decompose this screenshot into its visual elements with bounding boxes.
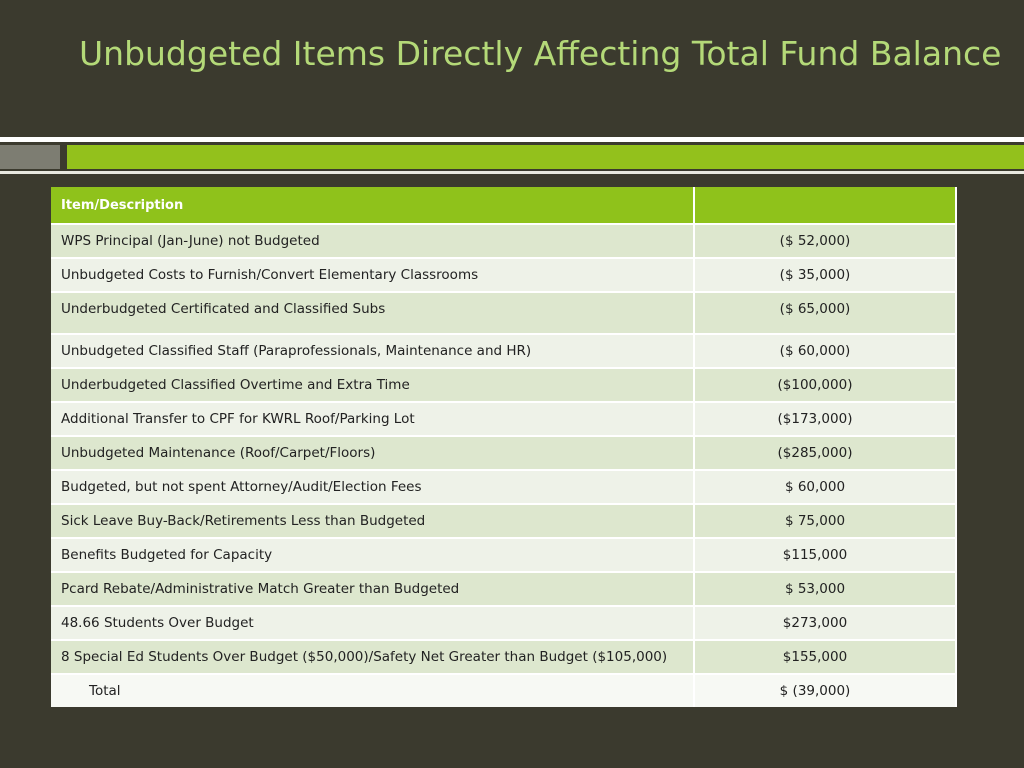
row-description: Additional Transfer to CPF for KWRL Roof… — [51, 401, 695, 436]
row-amount: $ 75,000 — [694, 503, 957, 538]
row-amount: ($173,000) — [694, 401, 957, 436]
table-header-row: Item/Description — [51, 187, 957, 224]
table-row: Unbudgeted Classified Staff (Paraprofess… — [51, 333, 957, 368]
table-row: Underbudgeted Classified Overtime and Ex… — [51, 367, 957, 402]
row-amount: $273,000 — [694, 605, 957, 640]
slide-title: Unbudgeted Items Directly Affecting Tota… — [79, 34, 1002, 73]
header-amount — [694, 187, 957, 224]
row-description: Underbudgeted Certificated and Classifie… — [51, 291, 695, 334]
row-amount: ($ 52,000) — [694, 223, 957, 258]
table-total-row: Total $ (39,000) — [51, 673, 957, 707]
accent-bar-green — [67, 145, 1024, 169]
table-row: 8 Special Ed Students Over Budget ($50,0… — [51, 639, 957, 674]
row-description: 48.66 Students Over Budget — [51, 605, 695, 640]
table-row: Underbudgeted Certificated and Classifie… — [51, 291, 957, 334]
table-row: Unbudgeted Costs to Furnish/Convert Elem… — [51, 257, 957, 292]
total-label: Total — [51, 673, 695, 707]
row-amount: $115,000 — [694, 537, 957, 572]
row-description: Benefits Budgeted for Capacity — [51, 537, 695, 572]
row-amount: $ 60,000 — [694, 469, 957, 504]
row-amount: $155,000 — [694, 639, 957, 674]
row-description: Underbudgeted Classified Overtime and Ex… — [51, 367, 695, 402]
row-description: Pcard Rebate/Administrative Match Greate… — [51, 571, 695, 606]
row-description: Unbudgeted Costs to Furnish/Convert Elem… — [51, 257, 695, 292]
table-row: WPS Principal (Jan-June) not Budgeted ($… — [51, 223, 957, 258]
row-amount: ($ 65,000) — [694, 291, 957, 334]
table-row: 48.66 Students Over Budget $273,000 — [51, 605, 957, 640]
table-row: Unbudgeted Maintenance (Roof/Carpet/Floo… — [51, 435, 957, 470]
table-row: Pcard Rebate/Administrative Match Greate… — [51, 571, 957, 606]
table-row: Budgeted, but not spent Attorney/Audit/E… — [51, 469, 957, 504]
row-description: Unbudgeted Classified Staff (Paraprofess… — [51, 333, 695, 368]
row-description: Sick Leave Buy-Back/Retirements Less tha… — [51, 503, 695, 538]
table-row: Benefits Budgeted for Capacity $115,000 — [51, 537, 957, 572]
row-amount: ($100,000) — [694, 367, 957, 402]
table-row: Sick Leave Buy-Back/Retirements Less tha… — [51, 503, 957, 538]
row-amount: ($ 35,000) — [694, 257, 957, 292]
accent-bar-gray — [0, 145, 60, 169]
divider-line — [0, 137, 1024, 142]
row-description: 8 Special Ed Students Over Budget ($50,0… — [51, 639, 695, 674]
fund-balance-table: Item/Description WPS Principal (Jan-June… — [51, 187, 957, 707]
row-description: Budgeted, but not spent Attorney/Audit/E… — [51, 469, 695, 504]
row-description: Unbudgeted Maintenance (Roof/Carpet/Floo… — [51, 435, 695, 470]
divider-line-bottom — [0, 171, 1024, 174]
total-value: $ (39,000) — [694, 673, 957, 707]
row-amount: ($285,000) — [694, 435, 957, 470]
row-amount: ($ 60,000) — [694, 333, 957, 368]
header-item-description: Item/Description — [51, 187, 695, 224]
table-row: Additional Transfer to CPF for KWRL Roof… — [51, 401, 957, 436]
row-amount: $ 53,000 — [694, 571, 957, 606]
row-description: WPS Principal (Jan-June) not Budgeted — [51, 223, 695, 258]
